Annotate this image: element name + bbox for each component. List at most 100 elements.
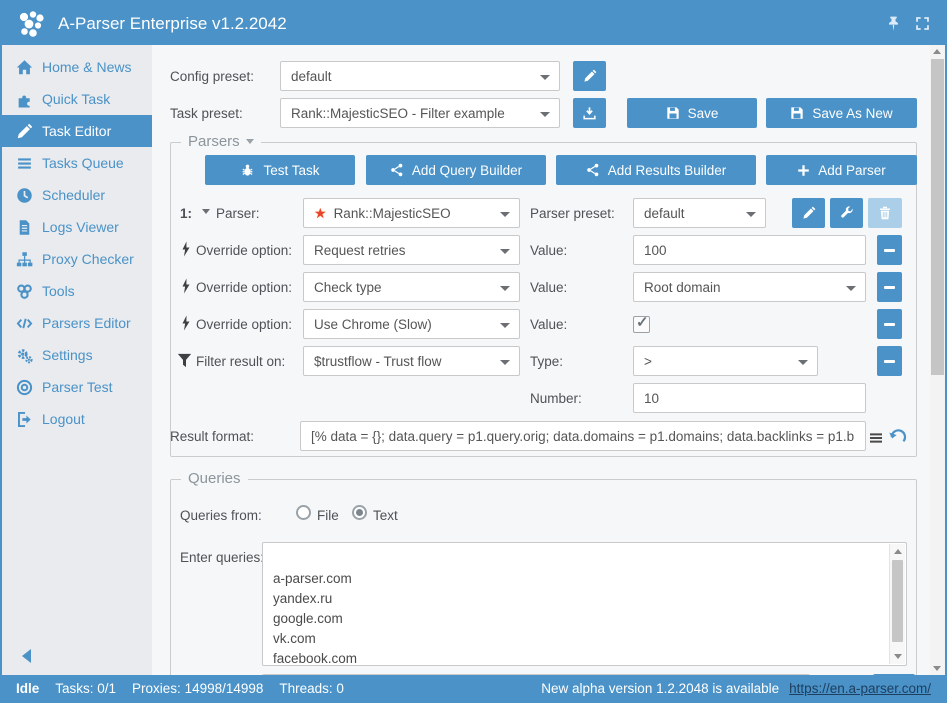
filter-field-select[interactable]: $trustflow - Trust flow [303, 346, 520, 376]
chevron-down-icon [500, 249, 510, 254]
add-parser-button[interactable]: Add Parser [766, 155, 917, 185]
check-icon: ✓ [636, 314, 649, 331]
delete-parser-button[interactable] [868, 198, 902, 228]
document-icon [15, 218, 33, 236]
undo-icon[interactable] [888, 428, 907, 447]
menu-icon[interactable] [868, 430, 884, 446]
trash-icon [880, 206, 890, 220]
fullscreen-icon[interactable] [914, 15, 931, 32]
override-value-checkbox[interactable]: ✓ [633, 314, 650, 333]
pencil-icon [802, 206, 815, 219]
queries-textarea[interactable]: a-parser.com yandex.ru google.com vk.com… [262, 542, 907, 666]
chevron-down-icon [245, 139, 254, 144]
scroll-thumb[interactable] [931, 59, 944, 375]
minus-icon [884, 359, 895, 363]
share-icon [586, 163, 599, 177]
override-option-select[interactable]: Use Chrome (Slow) [303, 309, 520, 339]
chevron-down-icon [746, 212, 756, 217]
override-option-select[interactable]: Check type [303, 272, 520, 302]
parsers-legend[interactable]: Parsers [181, 133, 261, 150]
parser-select[interactable]: ★ Rank::MajesticSEO [303, 198, 520, 228]
parser-preset-select[interactable]: default [633, 198, 766, 228]
remove-override-button[interactable] [877, 309, 902, 339]
wrench-icon [840, 206, 853, 218]
sidebar-item-proxy-checker[interactable]: Proxy Checker [2, 243, 152, 275]
sidebar-item-tasks-queue[interactable]: Tasks Queue [2, 147, 152, 179]
test-task-button[interactable]: Test Task [205, 155, 355, 185]
filter-type-select[interactable]: > [633, 346, 818, 376]
sidebar-item-task-editor[interactable]: Task Editor [2, 115, 152, 147]
edit-config-preset-button[interactable] [573, 61, 606, 91]
override-option-select[interactable]: Request retries [303, 235, 520, 265]
sidebar-item-home-news[interactable]: Home & News [2, 51, 152, 83]
scroll-thumb[interactable] [892, 560, 903, 642]
override-option-label: Override option: [196, 280, 293, 295]
home-icon [15, 58, 33, 76]
scroll-up-icon[interactable] [933, 49, 941, 54]
save-button[interactable]: Save [627, 98, 757, 128]
override-option-label: Override option: [196, 317, 293, 332]
statusbar: Idle Tasks: 0/1 Proxies: 14998/14998 Thr… [2, 675, 945, 701]
sidebar-item-parsers-editor[interactable]: Parsers Editor [2, 307, 152, 339]
scroll-up-icon[interactable] [894, 549, 902, 554]
sidebar-item-settings[interactable]: Settings [2, 339, 152, 371]
edit-parser-preset-button[interactable] [792, 198, 825, 228]
chevron-down-icon [540, 75, 550, 80]
app-logo-icon [19, 10, 44, 37]
minus-icon [884, 322, 895, 326]
chevron-down-icon [798, 360, 808, 365]
value-label: Value: [530, 280, 568, 295]
remove-filter-button[interactable] [877, 346, 902, 376]
list-icon [15, 154, 33, 172]
app-title: A-Parser Enterprise v1.2.2042 [58, 13, 287, 33]
pencil-icon [583, 69, 596, 82]
partial-input[interactable] [262, 674, 810, 675]
update-link[interactable]: https://en.a-parser.com/ [789, 680, 931, 696]
override-value-select[interactable]: Root domain [633, 272, 866, 302]
parsers-fieldset: Parsers [170, 133, 917, 457]
task-preset-label: Task preset: [170, 106, 243, 121]
result-format-input[interactable]: [% data = {}; data.query = p1.query.orig… [300, 421, 866, 451]
main-panel: Config preset: default Task preset: Rank… [152, 45, 945, 675]
sidebar-item-tools[interactable]: Tools [2, 275, 152, 307]
textarea-scrollbar[interactable] [889, 544, 905, 664]
pin-icon[interactable] [885, 15, 902, 32]
bug-icon [242, 164, 253, 176]
remove-override-button[interactable] [877, 272, 902, 302]
parser-options-button[interactable] [830, 198, 863, 228]
scroll-down-icon[interactable] [933, 666, 941, 671]
remove-override-button[interactable] [877, 235, 902, 265]
status-tasks: Tasks: 0/1 [55, 680, 117, 696]
sidebar-collapse-icon[interactable] [22, 649, 31, 663]
sidebar-item-scheduler[interactable]: Scheduler [2, 179, 152, 211]
queries-from-file-radio[interactable] [296, 505, 311, 520]
sidebar-item-parser-test[interactable]: Parser Test [2, 371, 152, 403]
queries-from-text-radio[interactable] [352, 505, 367, 520]
filter-type-label: Type: [530, 354, 564, 369]
filter-icon [177, 353, 192, 368]
sidebar: Home & News Quick Task Task Editor Tasks… [2, 45, 152, 675]
status-proxies: Proxies: 14998/14998 [132, 680, 264, 696]
sidebar-item-logs-viewer[interactable]: Logs Viewer [2, 211, 152, 243]
partial-button[interactable] [873, 674, 915, 675]
filter-number-input[interactable]: 10 [633, 383, 866, 413]
status-state: Idle [16, 680, 40, 696]
collapse-caret-icon[interactable] [202, 209, 210, 214]
parser-label: Parser: [216, 206, 260, 221]
download-preset-button[interactable] [573, 98, 606, 128]
save-as-new-button[interactable]: Save As New [766, 98, 917, 128]
task-preset-select[interactable]: Rank::MajesticSEO - Filter example [280, 98, 560, 128]
add-results-builder-button[interactable]: Add Results Builder [556, 155, 756, 185]
value-label: Value: [530, 317, 568, 332]
value-label: Value: [530, 243, 568, 258]
override-option-label: Override option: [196, 243, 293, 258]
sidebar-item-quick-task[interactable]: Quick Task [2, 83, 152, 115]
sidebar-item-logout[interactable]: Logout [2, 403, 152, 435]
scroll-down-icon[interactable] [894, 654, 902, 659]
main-scrollbar[interactable] [930, 45, 945, 675]
override-value-input[interactable]: 100 [633, 235, 866, 265]
add-query-builder-button[interactable]: Add Query Builder [366, 155, 546, 185]
config-preset-select[interactable]: default [280, 61, 560, 91]
titlebar: A-Parser Enterprise v1.2.2042 [2, 2, 945, 45]
plus-icon [798, 164, 809, 176]
